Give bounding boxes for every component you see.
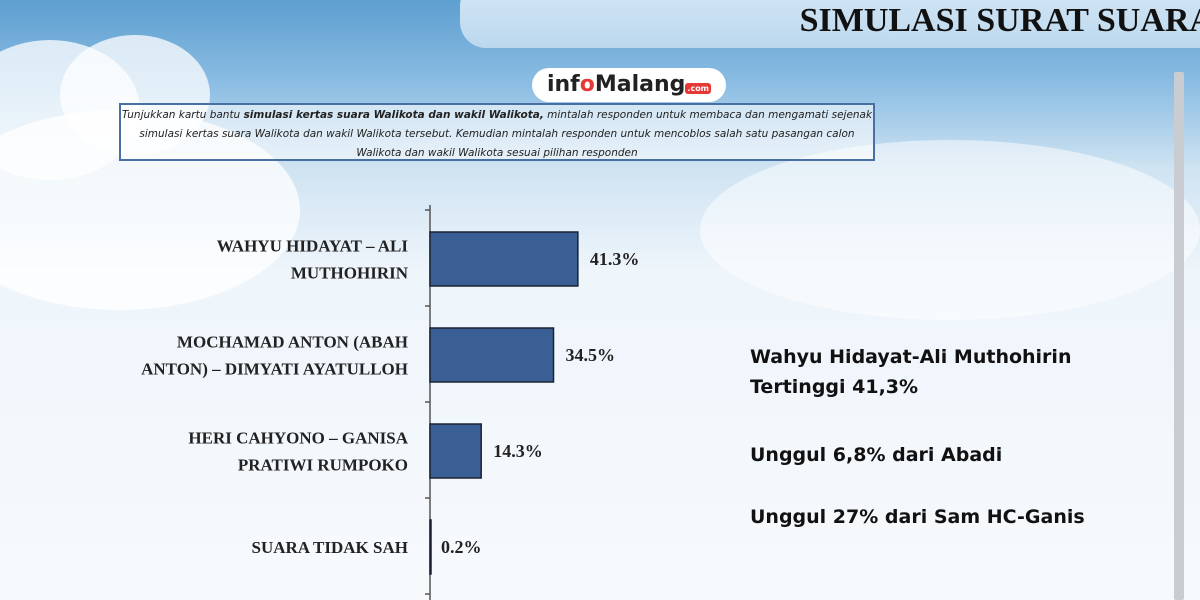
cloud-decoration [700,140,1200,320]
category-label: HERI CAHYONO – GANISA [188,429,408,448]
summary-notes: Wahyu Hidayat-Ali Muthohirin Tertinggi 4… [750,342,1085,532]
note-top: Tertinggi 41,3% [750,376,919,398]
data-label: 14.3% [493,441,542,461]
instruction-text: mintalah responden untuk membaca dan men… [139,109,873,159]
bar [429,519,432,575]
scrollbar[interactable] [1174,72,1184,600]
instruction-text: Tunjukkan kartu bantu [121,109,244,121]
category-label: SUARA TIDAK SAH [251,538,408,557]
category-label: WAHYU HIDAYAT – ALI [217,237,409,256]
data-label: 34.5% [566,345,616,365]
data-label: 0.2% [441,537,482,557]
infomalang-logo: infoMalang .com [532,68,726,102]
instruction-box: Tunjukkan kartu bantu simulasi kertas su… [119,103,875,161]
bar [429,423,482,479]
bar [429,231,579,287]
bar [429,327,555,383]
logo-text: o [579,72,595,97]
data-label: 41.3% [590,249,640,269]
note-leader: Wahyu Hidayat-Ali Muthohirin [750,346,1072,368]
instruction-bold: simulasi kertas suara Walikota dan wakil… [243,109,544,121]
category-label: MOCHAMAD ANTON (ABAH [177,333,408,352]
title-banner: SIMULASI SURAT SUARA [460,0,1200,48]
page-title: SIMULASI SURAT SUARA [799,2,1200,39]
note-lead-2: Unggul 27% dari Sam HC-Ganis [750,506,1085,528]
category-label: ANTON) – DIMYATI AYATULLOH [141,360,408,379]
logo-text: Malang [594,72,686,97]
logo-text: inf [546,72,580,97]
category-label: PRATIWI RUMPOKO [238,456,408,475]
category-label: MUTHOHIRIN [291,264,409,283]
note-lead-1: Unggul 6,8% dari Abadi [750,444,1003,466]
logo-text: .com [685,83,712,94]
